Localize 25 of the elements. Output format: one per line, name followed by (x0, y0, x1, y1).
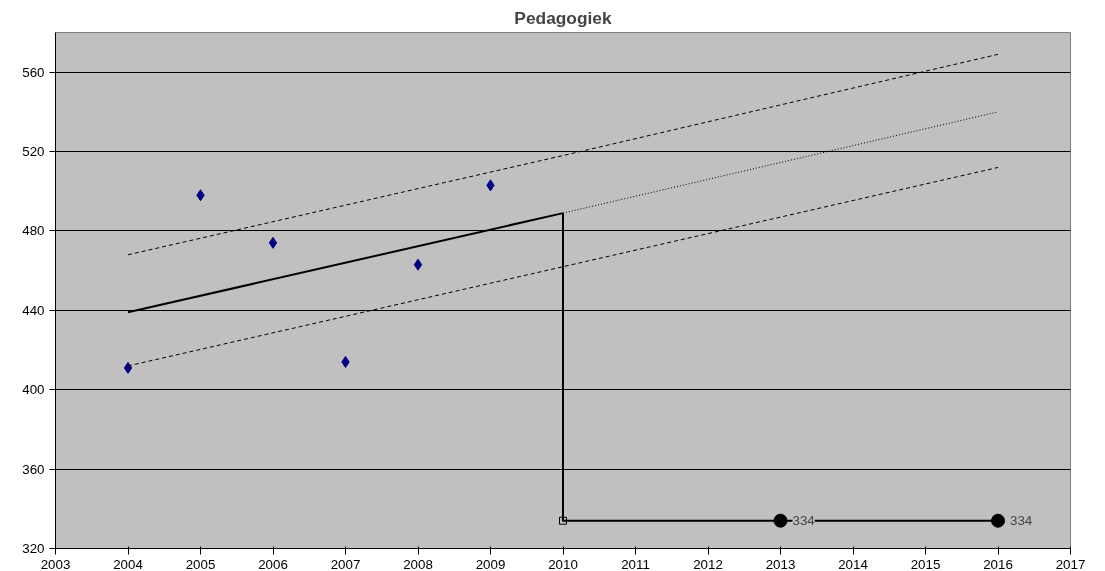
y-tick-label: 560 (22, 64, 45, 80)
x-tick-label: 2005 (185, 556, 216, 571)
x-tick-label: 2016 (983, 556, 1013, 571)
x-tick-label: 2014 (838, 556, 869, 571)
x-tick-label: 2007 (330, 556, 361, 571)
x-tick-label: 2008 (403, 556, 433, 571)
x-tick-label: 2012 (693, 556, 723, 571)
y-tick-label: 480 (22, 223, 45, 239)
y-tick-label: 440 (22, 302, 45, 318)
x-tick-label: 2003 (40, 556, 71, 571)
x-tick-label: 2006 (258, 556, 288, 571)
y-tick-label: 400 (22, 382, 45, 398)
x-tick-label: 2011 (621, 556, 650, 571)
y-tick-label: 320 (22, 541, 45, 556)
x-tick-label: 2009 (475, 556, 506, 571)
x-tick-label: 2017 (1055, 556, 1086, 571)
y-tick-label: 360 (22, 461, 45, 477)
x-tick-label: 2013 (765, 556, 796, 571)
chart-title: Pedagogiek (514, 7, 612, 28)
data-label: 334 (792, 513, 816, 529)
y-tick-label: 520 (22, 144, 45, 160)
x-tick-label: 2010 (548, 556, 578, 571)
data-label: 334 (1010, 513, 1033, 529)
x-tick-label: 2015 (910, 556, 941, 571)
x-tick-label: 2004 (113, 556, 144, 571)
